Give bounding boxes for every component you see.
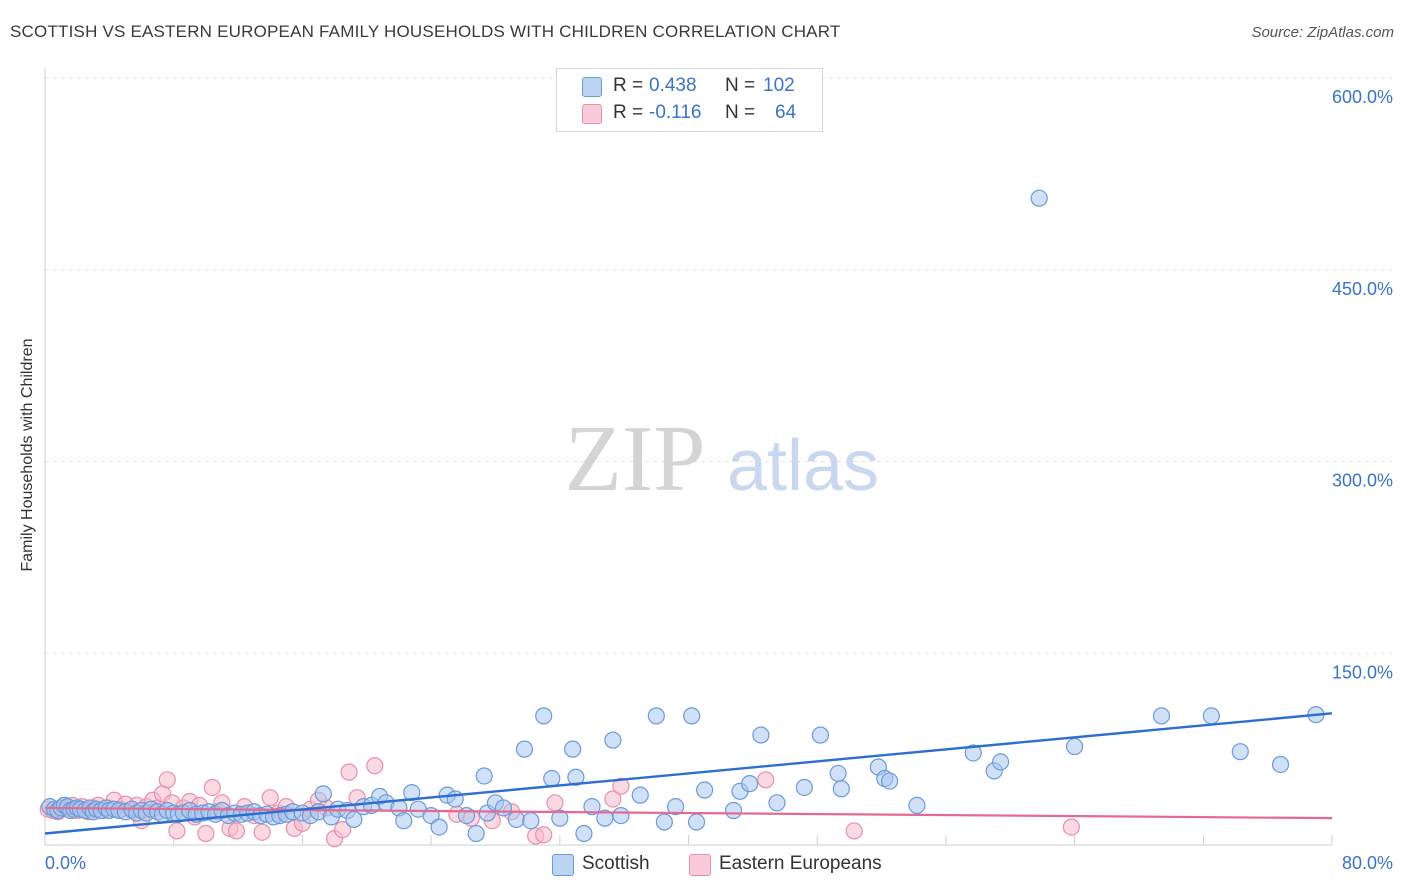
- x-tick-label-min: 0.0%: [45, 853, 86, 873]
- scottish-point: [1065, 737, 1084, 756]
- eastern-europeans-point: [334, 821, 352, 839]
- watermark-atlas: atlas: [727, 426, 879, 506]
- r-value-scottish: 0.438: [649, 75, 697, 96]
- scottish-point: [795, 778, 813, 797]
- eastern-europeans-point: [1062, 818, 1080, 836]
- scottish-point: [880, 772, 899, 790]
- scottish-point: [612, 806, 630, 825]
- scottish-point: [467, 824, 485, 843]
- scottish-point: [647, 707, 665, 725]
- scottish-legend-swatch: [552, 854, 574, 876]
- eastern-europeans-point: [253, 823, 271, 841]
- eastern-europeans-point: [168, 822, 186, 840]
- scottish-point: [1271, 755, 1290, 774]
- stats-row-eastern: R = -0.116 N = 64: [557, 101, 822, 127]
- stats-box: R = 0.438 N = 102 R = -0.116 N = 64: [556, 68, 823, 132]
- scottish-point: [567, 768, 585, 786]
- chart-title: SCOTTISH VS EASTERN EUROPEAN FAMILY HOUS…: [10, 22, 841, 41]
- scottish-point: [575, 824, 593, 843]
- eastern-europeans-point: [535, 826, 553, 844]
- trend-lines: [44, 712, 1333, 835]
- eastern-europeans-point: [340, 763, 358, 781]
- scottish-point: [564, 740, 582, 758]
- eastern-europeans-point: [845, 822, 863, 840]
- r-label: R =: [613, 75, 644, 96]
- scottish-points: [41, 189, 1325, 843]
- scottish-point: [724, 801, 743, 820]
- x-tick-label-max: 80.0%: [1342, 853, 1393, 873]
- eastern-europeans-point: [261, 789, 279, 807]
- eastern-europeans-point: [604, 790, 622, 808]
- scottish-point: [741, 775, 759, 793]
- legend-label-scottish: Scottish: [582, 853, 650, 874]
- scottish-point: [683, 707, 701, 725]
- scottish-point: [583, 798, 601, 816]
- scottish-point: [667, 798, 685, 816]
- scottish-point: [695, 781, 714, 799]
- scottish-point: [829, 764, 847, 783]
- scottish-point: [1202, 707, 1220, 725]
- eastern-europeans-point: [757, 771, 775, 789]
- eastern-europeans-point: [546, 794, 564, 812]
- scottish-point: [1231, 743, 1249, 761]
- scottish-point: [475, 767, 493, 785]
- watermark-zip: ZIP: [565, 407, 706, 511]
- scottish-trend-line: [44, 712, 1333, 835]
- n-label: N =: [725, 102, 756, 123]
- eastern-legend-swatch: [689, 854, 711, 876]
- source-label: Source: ZipAtlas.com: [1251, 24, 1394, 41]
- legend-label-eastern-europeans: Eastern Europeans: [719, 853, 882, 874]
- y-tick-label: 600.0%: [1332, 87, 1393, 107]
- scottish-point: [1030, 189, 1048, 207]
- gridlines: [45, 77, 1392, 654]
- y-tick-label: 450.0%: [1332, 279, 1393, 299]
- eastern-europeans-trend-line: [44, 806, 1333, 820]
- scottish-swatch: [582, 77, 602, 97]
- scottish-point: [494, 799, 513, 817]
- scottish-point: [395, 812, 413, 830]
- scottish-point: [1152, 707, 1171, 725]
- n-label: N =: [725, 75, 756, 96]
- scottish-point: [991, 753, 1010, 771]
- scottish-point: [535, 707, 553, 725]
- scottish-point: [811, 726, 830, 744]
- eastern-europeans-point: [227, 822, 246, 840]
- scottish-point: [631, 786, 649, 804]
- tick-labels: 150.0% 300.0% 450.0% 600.0% 0.0% 80.0%: [45, 87, 1393, 873]
- eastern-europeans-point: [197, 824, 215, 843]
- eastern-europeans-point: [366, 757, 384, 775]
- eastern-europeans-point: [612, 777, 630, 795]
- scottish-point: [687, 813, 706, 831]
- eastern-europeans-point: [158, 771, 176, 789]
- watermark: ZIP atlas: [565, 407, 880, 511]
- scottish-point: [314, 785, 332, 803]
- scottish-point: [522, 812, 540, 830]
- scottish-point: [655, 813, 673, 831]
- scottish-point: [507, 810, 525, 829]
- y-tick-label: 150.0%: [1332, 662, 1393, 682]
- scottish-point: [446, 790, 464, 808]
- r-value-eastern: -0.116: [649, 102, 702, 123]
- scottish-point: [551, 809, 569, 827]
- scottish-point: [832, 780, 850, 798]
- scottish-point: [964, 744, 982, 762]
- eastern-swatch: [582, 104, 602, 124]
- scottish-point: [403, 783, 421, 802]
- n-value-eastern: 64: [775, 102, 797, 123]
- scottish-point: [768, 794, 786, 812]
- scottish-point: [604, 731, 622, 749]
- y-tick-label: 300.0%: [1332, 471, 1393, 491]
- scottish-point: [543, 769, 561, 788]
- scottish-point: [515, 740, 534, 758]
- scottish-point: [908, 796, 926, 814]
- scottish-point: [430, 818, 448, 836]
- scottish-point: [457, 806, 476, 825]
- r-label: R =: [613, 102, 644, 123]
- n-value-scottish: 102: [763, 75, 795, 96]
- eastern-europeans-point: [203, 778, 221, 797]
- scottish-point: [752, 726, 770, 744]
- stats-row-scottish: R = 0.438 N = 102: [557, 74, 822, 100]
